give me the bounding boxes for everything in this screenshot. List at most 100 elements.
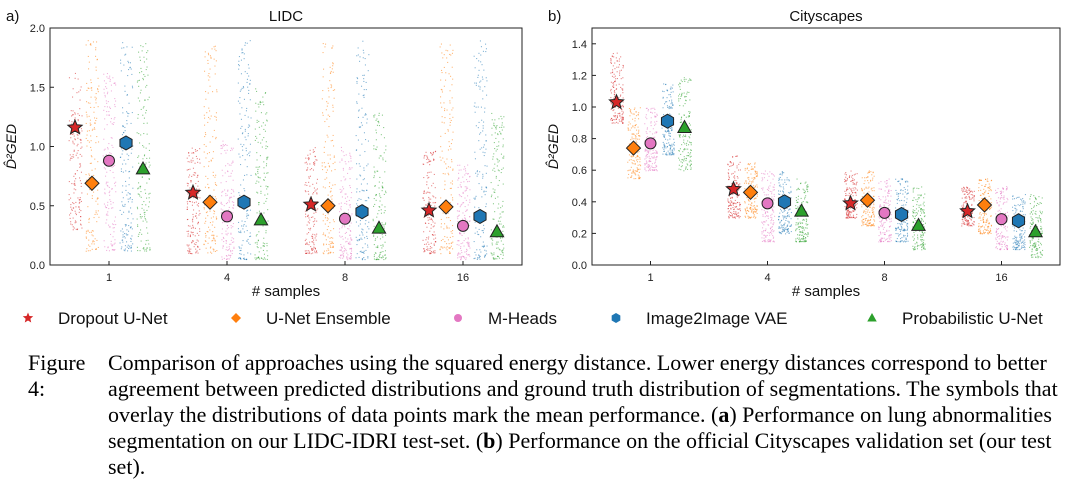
sample-dot [68,181,70,183]
sample-dot [666,105,668,107]
sample-dot [214,250,216,252]
sample-dot [330,87,332,89]
sample-dot [239,231,241,233]
sample-dot [255,259,257,261]
sample-dot [351,250,353,252]
sample-dot [334,184,336,186]
sample-dot [244,258,246,260]
sample-dot [227,190,229,192]
sample-dot [852,210,854,212]
sample-dot [870,179,872,181]
sample-dot [306,224,308,226]
sample-dot [221,258,223,260]
sample-dot [247,252,249,254]
sample-dot [501,249,503,251]
mean-marker [221,210,233,223]
sample-dot [610,81,612,83]
sample-dot [112,223,114,225]
sample-dot [971,197,973,199]
sample-dot [988,190,990,192]
sample-dot [91,89,93,91]
sample-dot [1000,192,1002,194]
sample-dot [212,216,214,218]
sample-dot [498,217,500,219]
sample-dot [124,90,126,92]
sample-dot [189,174,191,176]
sample-dot [136,246,138,248]
sample-dot [445,163,447,165]
sample-dot [847,210,849,212]
sample-dot [146,197,148,199]
sample-dot [256,241,258,243]
sample-dot [128,102,130,104]
sample-dot [886,186,888,188]
sample-dot [122,239,124,241]
sample-dot [108,114,110,116]
sample-dot [228,201,230,203]
sample-dot [129,62,131,64]
sample-dot [428,191,430,193]
sample-dot [863,212,865,214]
sample-dot [962,207,964,209]
sample-dot [653,157,655,159]
sample-dot [961,205,963,207]
sample-dot [255,174,257,176]
sample-dot [341,251,343,253]
sample-dot [427,157,429,159]
sample-dot [630,112,632,114]
sample-dot [979,228,981,230]
sample-dot [305,216,307,218]
sample-dot [188,176,190,178]
sample-dot [214,45,216,47]
sample-dot [379,155,381,157]
sample-dot [220,212,222,214]
sample-dot [432,234,434,236]
sample-dot [850,170,852,172]
sample-dot [241,220,243,222]
sample-dot [761,240,763,242]
sample-dot [209,118,211,120]
sample-dot [213,213,215,215]
sample-dot [244,44,246,46]
sample-dot [425,192,427,194]
sample-dot [610,58,612,60]
sample-dot [77,228,79,230]
sample-dot [983,216,985,218]
sample-dot [961,219,963,221]
sample-dot [359,174,361,176]
sample-dot [216,89,218,91]
sample-dot [144,250,146,252]
sample-dot [332,245,334,247]
sample-dot [850,216,852,218]
sample-dot [140,89,142,91]
sample-dot [440,88,442,90]
sample-dot [331,68,333,70]
sample-dot [244,221,246,223]
sample-dot [622,92,624,94]
sample-dot [192,213,194,215]
sample-dot [126,94,128,96]
sample-dot [1004,246,1006,248]
sample-dot [671,102,673,104]
sample-dot [327,87,329,89]
sample-dot [267,146,269,148]
sample-dot [350,239,352,241]
sample-dot [208,152,210,154]
sample-dot [338,203,340,205]
sample-dot [307,190,309,192]
sample-dot [850,207,852,209]
sample-dot [662,147,664,149]
sample-dot [146,250,148,252]
sample-dot [138,79,140,81]
sample-dot [207,215,209,217]
sample-dot [485,43,487,45]
sample-dot [70,212,72,214]
sample-dot [215,119,217,121]
sample-dot [204,240,206,242]
sample-dot [94,122,96,124]
sample-dot [460,169,462,171]
sample-dot [663,91,665,93]
sample-dot [990,189,992,191]
sample-dot [477,173,479,175]
